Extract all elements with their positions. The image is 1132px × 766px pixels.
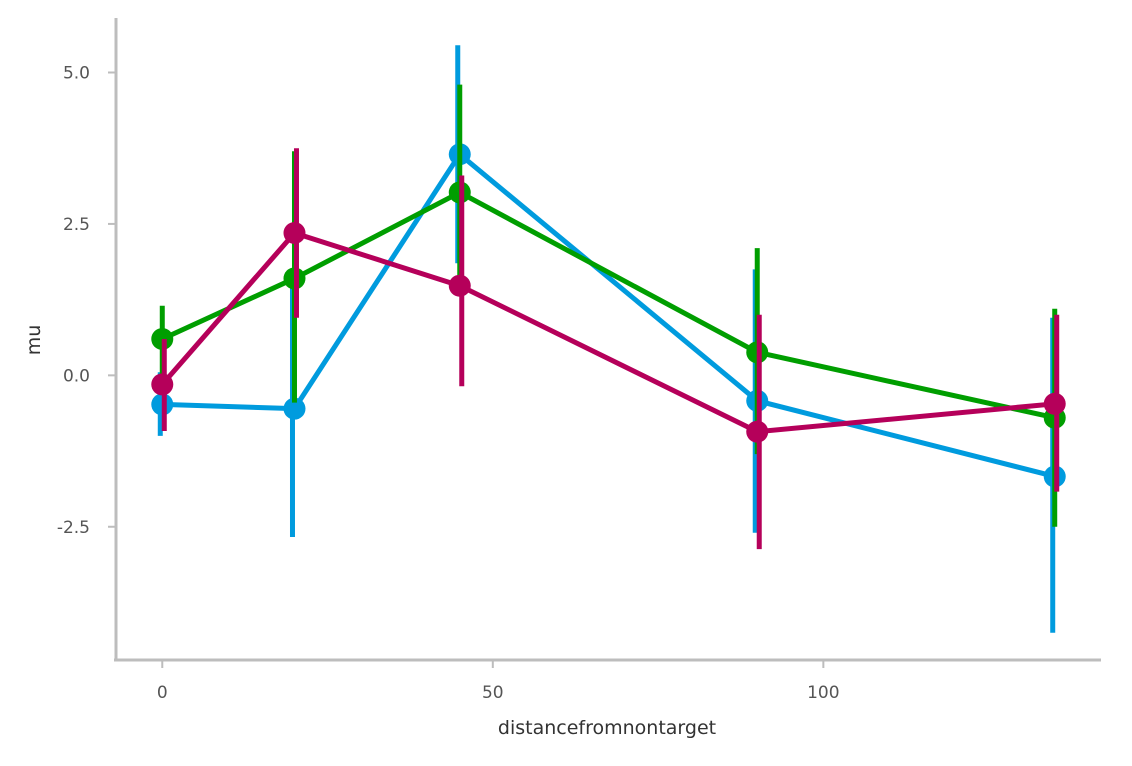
series-1 bbox=[151, 45, 1066, 633]
data-point bbox=[283, 397, 306, 420]
x-tick-label: 50 bbox=[482, 683, 504, 703]
data-point bbox=[1043, 392, 1066, 415]
x-tick-label: 100 bbox=[807, 683, 839, 703]
data-point bbox=[283, 222, 306, 245]
y-axis-title: mu bbox=[23, 325, 45, 356]
axes bbox=[114, 18, 1101, 662]
data-point bbox=[746, 420, 769, 443]
x-axis-title: distancefromnontarget bbox=[498, 717, 716, 739]
y-tick-label: -2.5 bbox=[57, 518, 90, 538]
series-layer bbox=[151, 45, 1066, 633]
series-2 bbox=[151, 84, 1066, 527]
y-tick-label: 0.0 bbox=[63, 366, 90, 386]
data-point bbox=[151, 373, 174, 396]
x-tick-label: 0 bbox=[157, 683, 168, 703]
y-tick-label: 5.0 bbox=[63, 64, 90, 84]
series-3 bbox=[151, 148, 1066, 550]
y-tick-label: 2.5 bbox=[63, 215, 90, 235]
data-point bbox=[448, 274, 471, 297]
ticks: 5.0 2.5 0.0 -2.5 0 50 100 bbox=[57, 64, 840, 703]
